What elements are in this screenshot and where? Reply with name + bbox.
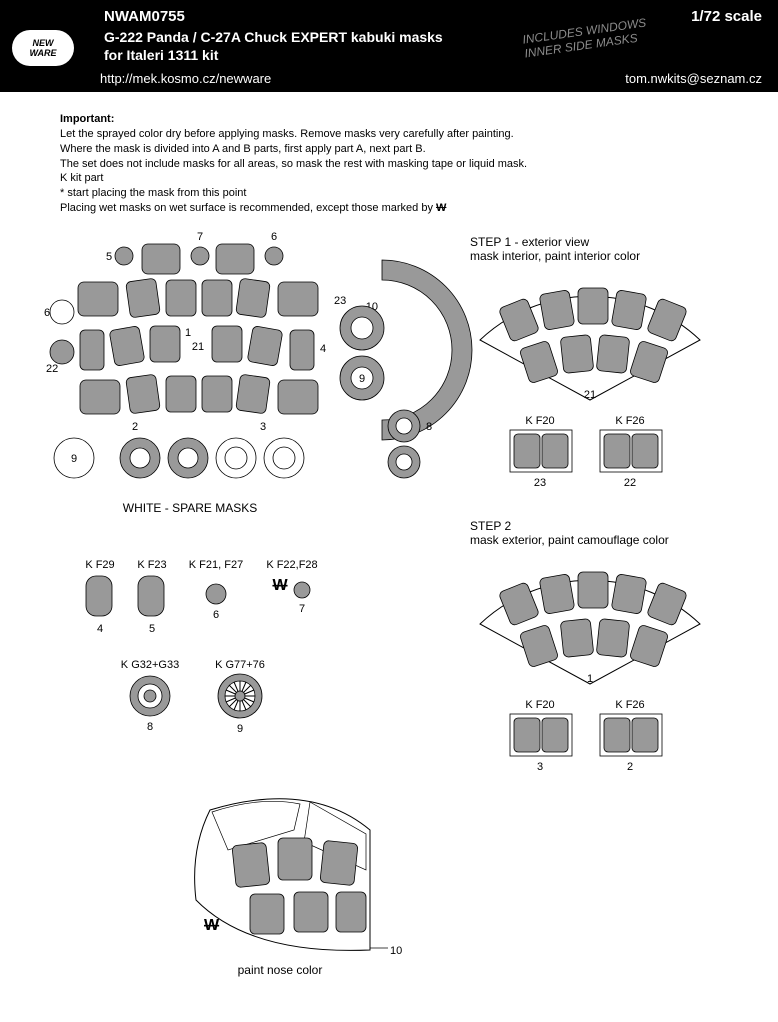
svg-text:22: 22	[624, 477, 636, 489]
nose-section: W paint nose color 10	[195, 799, 403, 977]
important-box: Important: Let the sprayed color dry bef…	[60, 112, 718, 216]
svg-text:5: 5	[149, 623, 155, 635]
important-l4: K kit part	[60, 171, 718, 186]
logo-top: NEW	[12, 38, 74, 48]
svg-text:6: 6	[271, 231, 277, 243]
svg-text:4: 4	[97, 623, 103, 635]
svg-text:1: 1	[587, 673, 593, 685]
content-area: Important: Let the sprayed color dry bef…	[0, 92, 778, 1022]
svg-text:paint nose color: paint nose color	[238, 963, 323, 977]
svg-text:mask exterior, paint camouflag: mask exterior, paint camouflage color	[470, 533, 669, 547]
website-url: http://mek.kosmo.cz/newware	[100, 71, 271, 86]
svg-text:5: 5	[106, 251, 112, 263]
svg-text:K G77+76: K G77+76	[215, 659, 265, 671]
step2-group: STEP 2 mask exterior, paint camouflage c…	[470, 519, 700, 773]
svg-text:STEP 2: STEP 2	[470, 519, 511, 533]
important-l1: Let the sprayed color dry before applyin…	[60, 127, 718, 142]
mask-layout: 5 7 6 6 22 21	[44, 231, 472, 515]
svg-text:9: 9	[359, 373, 365, 385]
svg-text:3: 3	[537, 761, 543, 773]
header: NEW WARE NWAM0755 G-222 Panda / C-27A Ch…	[0, 0, 778, 92]
svg-text:K F22,F28: K F22,F28	[266, 559, 317, 571]
svg-text:7: 7	[299, 603, 305, 615]
svg-text:9: 9	[71, 453, 77, 465]
svg-text:2: 2	[132, 421, 138, 433]
svg-text:8: 8	[426, 421, 432, 433]
svg-text:22: 22	[46, 363, 58, 375]
svg-text:7: 7	[197, 231, 203, 243]
svg-text:3: 3	[260, 421, 266, 433]
important-heading: Important:	[60, 112, 718, 127]
important-l6: Placing wet masks on wet surface is reco…	[60, 201, 718, 216]
svg-text:W: W	[204, 917, 220, 934]
svg-text:WHITE - SPARE MASKS: WHITE - SPARE MASKS	[123, 501, 257, 515]
svg-text:6: 6	[44, 307, 50, 319]
svg-text:6: 6	[213, 609, 219, 621]
mask-diagram: 5 7 6 6 22 21	[20, 230, 760, 1010]
sku-code: NWAM0755	[104, 8, 762, 25]
important-l2: Where the mask is divided into A and B p…	[60, 142, 718, 157]
contact-email: tom.nwkits@seznam.cz	[625, 71, 762, 86]
svg-text:K F20: K F20	[525, 415, 554, 427]
svg-text:K F21, F27: K F21, F27	[189, 559, 243, 571]
svg-text:10: 10	[390, 945, 402, 957]
svg-text:K F29: K F29	[85, 559, 114, 571]
product-title: G-222 Panda / C-27A Chuck EXPERT kabuki …	[104, 29, 762, 45]
svg-text:K F20: K F20	[525, 699, 554, 711]
important-l3: The set does not include masks for all a…	[60, 157, 718, 172]
brand-logo: NEW WARE	[12, 30, 74, 66]
logo-bot: WARE	[12, 48, 74, 58]
svg-text:K F26: K F26	[615, 699, 644, 711]
svg-text:8: 8	[147, 721, 153, 733]
kitparts-left: K F29 4 K F23 5 K F21, F27 6 K F22,F28 W…	[85, 559, 317, 735]
step1-group: STEP 1 - exterior view mask interior, pa…	[470, 235, 700, 489]
product-subtitle: for Italeri 1311 kit	[104, 47, 762, 63]
svg-text:2: 2	[627, 761, 633, 773]
svg-text:4: 4	[320, 343, 326, 355]
svg-text:K F23: K F23	[137, 559, 166, 571]
svg-text:9: 9	[237, 723, 243, 735]
svg-text:23: 23	[534, 477, 546, 489]
svg-text:23: 23	[334, 295, 346, 307]
svg-text:K G32+G33: K G32+G33	[121, 659, 179, 671]
svg-text:STEP 1 - exterior view: STEP 1 - exterior view	[470, 235, 589, 249]
svg-text:W: W	[272, 577, 288, 594]
svg-text:K F26: K F26	[615, 415, 644, 427]
important-l5: * start placing the mask from this point	[60, 186, 718, 201]
svg-text:21: 21	[192, 341, 204, 353]
svg-text:1: 1	[185, 327, 191, 339]
scale-label: 1/72 scale	[691, 8, 762, 25]
svg-text:mask interior, paint interior: mask interior, paint interior color	[470, 249, 640, 263]
svg-text:21: 21	[584, 389, 596, 401]
